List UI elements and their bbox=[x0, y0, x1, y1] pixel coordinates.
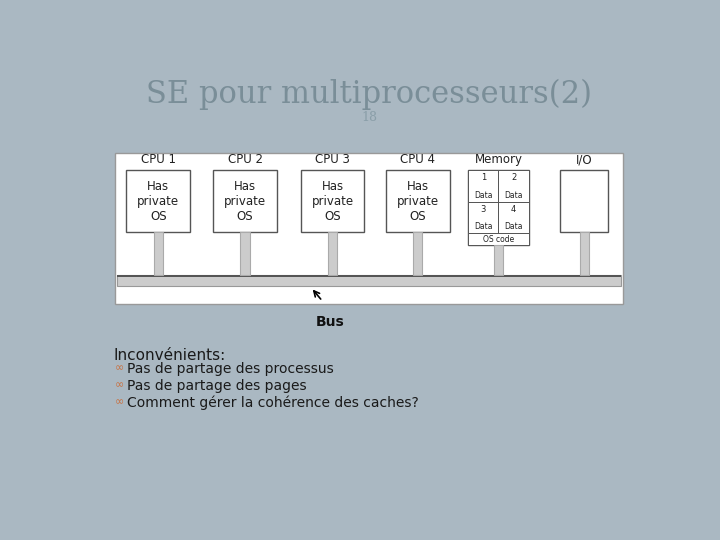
Text: 1: 1 bbox=[481, 173, 486, 183]
Bar bbox=[117, 275, 621, 286]
Text: Data: Data bbox=[504, 191, 523, 200]
Text: 3: 3 bbox=[481, 205, 486, 214]
Bar bbox=[468, 202, 498, 233]
Text: Has
private
OS: Has private OS bbox=[397, 180, 439, 222]
Text: Pas de partage des pages: Pas de partage des pages bbox=[127, 379, 307, 393]
Bar bbox=[494, 245, 503, 275]
Text: CPU 4: CPU 4 bbox=[400, 153, 436, 166]
Text: Has
private
OS: Has private OS bbox=[224, 180, 266, 222]
Text: Bus: Bus bbox=[316, 315, 345, 329]
Bar bbox=[114, 153, 624, 303]
Text: SE pour multiprocesseurs(2): SE pour multiprocesseurs(2) bbox=[146, 78, 592, 110]
Text: Data: Data bbox=[474, 191, 492, 200]
Text: Has
private
OS: Has private OS bbox=[312, 180, 354, 222]
Bar bbox=[153, 232, 163, 275]
Bar bbox=[386, 170, 449, 232]
Text: Data: Data bbox=[504, 222, 523, 231]
Text: 4: 4 bbox=[511, 205, 516, 214]
Text: Inconvénients:: Inconvénients: bbox=[113, 348, 225, 363]
Text: Data: Data bbox=[474, 222, 492, 231]
Text: 18: 18 bbox=[361, 111, 377, 124]
Text: Comment gérer la cohérence des caches?: Comment gérer la cohérence des caches? bbox=[127, 396, 419, 410]
Bar bbox=[117, 275, 621, 278]
Bar bbox=[240, 232, 250, 275]
Bar bbox=[468, 170, 498, 202]
Text: CPU 1: CPU 1 bbox=[140, 153, 176, 166]
Text: OS code: OS code bbox=[483, 235, 514, 244]
Text: Has
private
OS: Has private OS bbox=[137, 180, 179, 222]
Bar bbox=[328, 232, 337, 275]
Text: Pas de partage des processus: Pas de partage des processus bbox=[127, 362, 334, 376]
Text: CPU 2: CPU 2 bbox=[228, 153, 263, 166]
Text: ∞: ∞ bbox=[114, 381, 124, 390]
Bar bbox=[580, 232, 589, 275]
Bar bbox=[468, 170, 528, 245]
Bar bbox=[498, 202, 528, 233]
Text: 2: 2 bbox=[511, 173, 516, 183]
Text: ∞: ∞ bbox=[114, 397, 124, 408]
Bar bbox=[498, 170, 528, 202]
Bar bbox=[127, 170, 190, 232]
Text: CPU 3: CPU 3 bbox=[315, 153, 350, 166]
Bar bbox=[413, 232, 423, 275]
Bar bbox=[301, 170, 364, 232]
Text: Memory: Memory bbox=[474, 153, 523, 166]
Text: ∞: ∞ bbox=[114, 363, 124, 374]
Bar bbox=[560, 170, 608, 232]
Bar bbox=[468, 233, 528, 245]
Text: I/O: I/O bbox=[576, 153, 593, 166]
Bar bbox=[213, 170, 276, 232]
